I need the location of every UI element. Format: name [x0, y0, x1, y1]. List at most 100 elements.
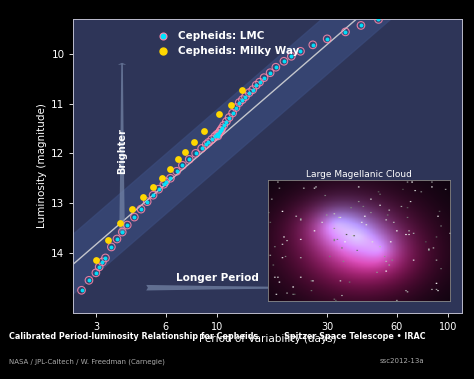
- Point: [229, 110, 237, 116]
- Point: [192, 150, 200, 157]
- Point: [256, 79, 264, 85]
- Point: [108, 244, 115, 250]
- Point: [218, 125, 226, 132]
- Point: [357, 22, 365, 28]
- Point: [323, 36, 331, 42]
- Point: [139, 194, 147, 200]
- Point: [393, 9, 401, 16]
- Point: [342, 29, 349, 35]
- Point: [260, 75, 268, 81]
- Point: [144, 199, 151, 205]
- Point: [213, 132, 220, 138]
- Text: Brighter: Brighter: [117, 128, 127, 174]
- Title: Large Magellanic Cloud: Large Magellanic Cloud: [306, 170, 412, 179]
- Point: [249, 87, 256, 93]
- Point: [191, 139, 198, 146]
- Point: [242, 94, 249, 100]
- Point: [214, 133, 222, 139]
- Point: [155, 186, 163, 192]
- Point: [185, 156, 193, 162]
- Point: [205, 139, 212, 146]
- Point: [202, 141, 210, 147]
- Point: [118, 229, 126, 235]
- Point: [105, 238, 112, 244]
- Point: [113, 236, 121, 242]
- Point: [130, 214, 138, 220]
- Point: [253, 82, 260, 88]
- Point: [116, 220, 123, 226]
- Point: [242, 94, 249, 100]
- Point: [227, 102, 235, 108]
- Y-axis label: Luminosity (magnitude): Luminosity (magnitude): [37, 103, 47, 228]
- Point: [266, 70, 274, 76]
- Point: [238, 97, 246, 103]
- Point: [211, 133, 219, 139]
- Point: [223, 119, 230, 125]
- Point: [162, 179, 169, 185]
- Point: [95, 264, 103, 270]
- Point: [130, 214, 138, 220]
- Point: [208, 136, 216, 143]
- Point: [155, 186, 163, 192]
- Point: [113, 236, 121, 242]
- Point: [236, 100, 243, 106]
- Point: [220, 122, 228, 128]
- Point: [160, 181, 168, 187]
- Text: NASA / JPL-Caltech / W. Freedman (Carnegie): NASA / JPL-Caltech / W. Freedman (Carneg…: [9, 358, 165, 365]
- Point: [238, 97, 246, 103]
- Point: [185, 156, 193, 162]
- Point: [411, 3, 419, 9]
- Point: [144, 199, 151, 205]
- Point: [246, 89, 253, 96]
- Point: [208, 136, 216, 143]
- Point: [249, 87, 256, 93]
- Point: [92, 270, 100, 276]
- Point: [128, 206, 136, 212]
- Point: [214, 133, 222, 139]
- Point: [108, 244, 115, 250]
- Point: [232, 105, 240, 111]
- Point: [272, 64, 280, 70]
- Text: Spitzer Space Telescope • IRAC: Spitzer Space Telescope • IRAC: [284, 332, 426, 341]
- Point: [213, 132, 220, 138]
- Point: [309, 42, 317, 48]
- Point: [179, 162, 186, 168]
- Point: [99, 259, 106, 265]
- Point: [428, 0, 436, 1]
- Point: [217, 127, 225, 133]
- Point: [149, 184, 157, 190]
- Point: [211, 133, 219, 139]
- Point: [198, 146, 205, 152]
- Point: [309, 42, 317, 48]
- Point: [182, 149, 189, 155]
- Point: [92, 257, 100, 263]
- Point: [374, 16, 382, 22]
- Point: [200, 128, 208, 134]
- Point: [374, 16, 382, 22]
- Point: [280, 58, 288, 64]
- Point: [85, 277, 93, 283]
- Point: [393, 9, 401, 16]
- Point: [162, 179, 169, 185]
- Point: [288, 53, 295, 60]
- Point: [216, 128, 224, 135]
- Point: [174, 156, 182, 162]
- Point: [229, 110, 237, 116]
- Point: [85, 277, 93, 283]
- Point: [192, 150, 200, 157]
- Point: [266, 70, 274, 76]
- Point: [179, 162, 186, 168]
- Point: [411, 3, 419, 9]
- Point: [215, 130, 223, 136]
- Point: [118, 229, 126, 235]
- Point: [137, 206, 145, 212]
- Point: [215, 111, 223, 117]
- X-axis label: Period of Variability (days): Period of Variability (days): [199, 335, 337, 345]
- Point: [101, 255, 109, 261]
- Point: [342, 29, 349, 35]
- Point: [256, 79, 264, 85]
- Point: [232, 105, 240, 111]
- Point: [223, 119, 230, 125]
- Point: [218, 125, 226, 132]
- Point: [99, 259, 106, 265]
